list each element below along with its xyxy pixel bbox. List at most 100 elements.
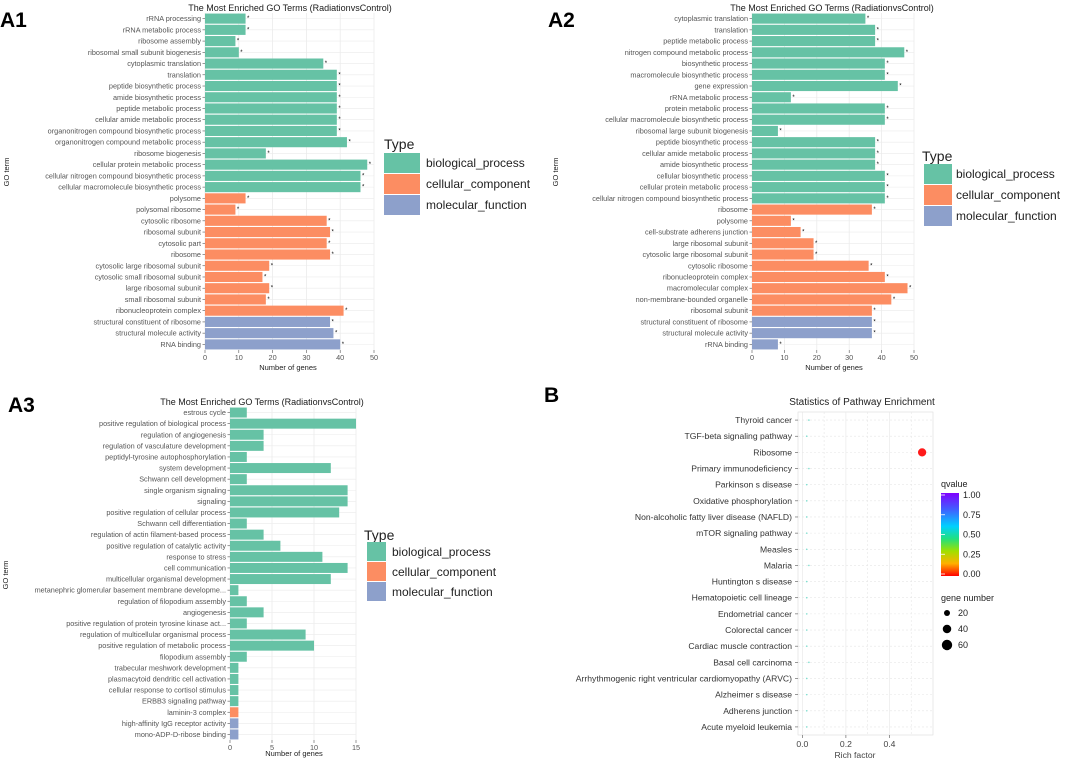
category-label: cellular nitrogen compound biosynthetic … — [592, 194, 748, 203]
panel-letter-a1: A1 — [0, 9, 27, 32]
bar — [205, 339, 341, 350]
bar — [205, 148, 266, 159]
category-label: cellular biosynthetic process — [657, 171, 749, 180]
bar — [205, 170, 361, 181]
legend-label-cellular: cellular_component — [426, 177, 531, 191]
bar — [752, 159, 876, 170]
bar — [205, 271, 263, 283]
bar — [752, 92, 791, 103]
size-legend-label: 40 — [958, 624, 968, 634]
significance-marker: * — [877, 39, 880, 45]
category-label: estrous cycle — [183, 408, 226, 417]
category-label: peptidyl-tyrosine autophosphorylation — [105, 452, 226, 461]
x-tick-label: 30 — [302, 353, 310, 362]
bar — [752, 137, 876, 148]
bar — [230, 540, 281, 551]
significance-marker: * — [332, 319, 335, 325]
bar — [230, 596, 247, 607]
pathway-point — [805, 596, 808, 599]
significance-marker: * — [792, 218, 795, 224]
x-axis-label-a2: Number of genes — [805, 363, 863, 372]
category-label: structural constituent of ribosome — [641, 317, 748, 326]
bar — [205, 260, 270, 271]
bar — [205, 24, 246, 35]
bar — [205, 137, 347, 148]
bar — [752, 328, 872, 339]
bar — [230, 685, 239, 696]
significance-marker: * — [237, 207, 240, 213]
category-label: peptide metabolic process — [663, 37, 748, 46]
plot-background — [752, 13, 914, 350]
x-tick-label: 10 — [235, 353, 243, 362]
significance-marker: * — [873, 331, 876, 337]
category-label: amide biosynthetic process — [660, 160, 748, 169]
significance-marker: * — [338, 95, 341, 101]
legend-title-gene-number: gene number — [941, 593, 994, 603]
pathway-label: Alzheimer s disease — [715, 690, 792, 700]
significance-marker: * — [267, 297, 270, 303]
category-label: regulation of filopodium assembly — [118, 597, 227, 606]
bar — [205, 182, 361, 193]
pathway-point — [805, 726, 808, 728]
panel-letter-a3: A3 — [8, 394, 35, 417]
category-label: cellular protein metabolic process — [93, 160, 202, 169]
pathway-point — [805, 677, 808, 680]
legend-swatch-molecular — [367, 582, 386, 601]
bar — [752, 193, 885, 204]
bar — [205, 36, 236, 47]
pathway-point — [808, 419, 810, 421]
category-label: cytosolic large ribosomal subunit — [96, 261, 201, 270]
bar — [205, 215, 327, 226]
y-axis-label-a1: GO term — [2, 158, 11, 187]
pathway-label: Measles — [760, 544, 792, 554]
significance-marker: * — [779, 128, 782, 134]
bar — [752, 24, 876, 35]
legend-label-molecular: molecular_function — [956, 209, 1057, 223]
x-tick-label: 0 — [203, 353, 207, 362]
category-label: rRNA metabolic process — [123, 25, 202, 34]
category-label: plasmacytoid dendritic cell activation — [108, 674, 226, 683]
bar — [205, 159, 368, 170]
pathway-label: Huntington s disease — [712, 577, 792, 587]
category-label: structural constituent of ribosome — [94, 317, 201, 326]
bar — [752, 204, 872, 215]
category-label: amide biosynthetic process — [113, 93, 201, 102]
bar — [205, 13, 246, 24]
significance-marker: * — [886, 117, 889, 123]
bar — [205, 305, 344, 316]
x-tick-label: 15 — [352, 743, 360, 752]
bar — [205, 114, 337, 125]
category-label: filopodium assembly — [160, 652, 226, 661]
category-label: nitrogen compound metabolic process — [625, 48, 749, 57]
category-label: cellular macromolecule biosynthetic proc… — [605, 115, 748, 124]
significance-marker: * — [271, 263, 274, 269]
pathway-point — [805, 580, 808, 583]
x-tick-label: 0.0 — [796, 739, 808, 749]
category-label: multicellular organismal development — [106, 575, 226, 584]
significance-marker: * — [815, 252, 818, 258]
category-label: non-membrane-bounded organelle — [636, 295, 748, 304]
category-label: translation — [167, 70, 201, 79]
significance-marker: * — [328, 218, 331, 224]
significance-marker: * — [906, 50, 909, 56]
bar — [205, 193, 246, 204]
category-label: ERBB3 signaling pathway — [142, 697, 226, 706]
pathway-point — [917, 448, 927, 457]
bar — [230, 707, 239, 718]
bar — [230, 407, 247, 418]
bar — [752, 80, 898, 92]
significance-marker: * — [338, 128, 341, 134]
x-tick-label: 5 — [270, 743, 274, 752]
significance-marker: * — [877, 151, 880, 157]
bar — [752, 182, 885, 193]
category-label: organonitrogen compound biosynthetic pro… — [48, 126, 202, 135]
pathway-point — [805, 709, 808, 712]
pathway-label: Cardiac muscle contraction — [688, 641, 792, 651]
significance-marker: * — [240, 50, 243, 56]
significance-marker: * — [271, 286, 274, 292]
bar — [205, 328, 334, 339]
bar — [205, 92, 337, 103]
x-axis-label-a1: Number of genes — [259, 363, 317, 372]
bar — [752, 305, 872, 316]
